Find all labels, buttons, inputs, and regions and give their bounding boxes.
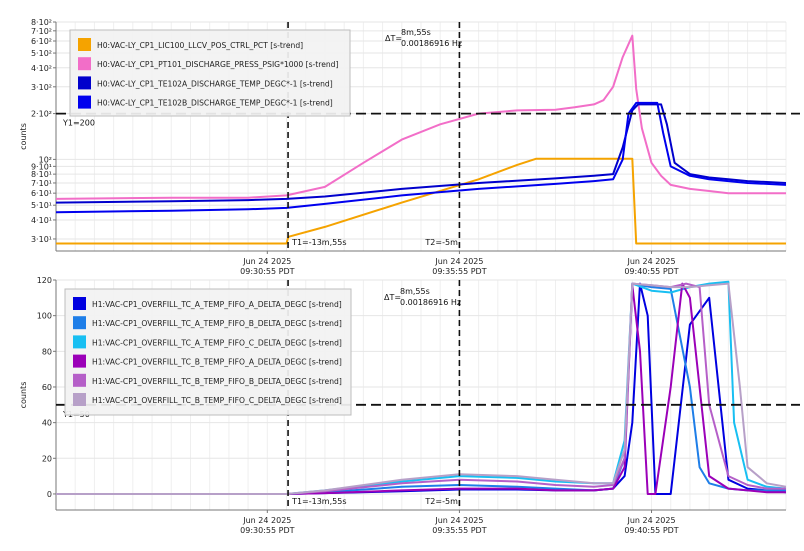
legend-swatch[interactable] bbox=[78, 76, 91, 90]
legend-entry-label: H0:VAC-LY_CP1_PT101_DISCHARGE_PRESS_PSIG… bbox=[97, 60, 339, 69]
cursor-y1-label: Y1=200 bbox=[62, 119, 95, 128]
series-line-6 bbox=[56, 282, 786, 495]
y-tick-label: 6·10¹ bbox=[31, 189, 52, 198]
y-tick-label: 60 bbox=[42, 383, 52, 392]
legend-box bbox=[64, 288, 352, 416]
delta-t-value: 8m,55s bbox=[400, 287, 430, 296]
x-tick-label-time: 09:30:55 PDT bbox=[240, 267, 294, 276]
x-tick-label-time: 09:40:55 PDT bbox=[624, 526, 678, 535]
delta-frequency-value: 0.00186916 Hz bbox=[400, 298, 461, 307]
y-tick-label: 3·10¹ bbox=[31, 235, 52, 244]
legend: H1:VAC-CP1_OVERFILL_TC_A_TEMP_FIFO_A_DEL… bbox=[64, 288, 352, 416]
x-tick-label-date: Jun 24 2025 bbox=[626, 516, 675, 525]
y-tick-label: 7·10² bbox=[31, 27, 52, 36]
x-tick-label-time: 09:30:55 PDT bbox=[240, 526, 294, 535]
legend-box bbox=[69, 29, 351, 117]
y-tick-label: 5·10¹ bbox=[31, 201, 52, 210]
legend-entry-label: H0:VAC-LY_CP1_LIC100_LLCV_POS_CTRL_PCT [… bbox=[97, 41, 303, 50]
y-tick-label: 8·10² bbox=[31, 18, 52, 27]
cursor-t1-label: T1=-13m,55s bbox=[291, 497, 346, 506]
x-tick-label-time: 09:35:55 PDT bbox=[432, 267, 486, 276]
x-tick-label-date: Jun 24 2025 bbox=[626, 257, 675, 266]
delta-t-prefix: ΔT= bbox=[385, 34, 402, 43]
y-tick-label: 6·10² bbox=[31, 37, 52, 46]
legend-swatch[interactable] bbox=[73, 393, 86, 406]
y-tick-label: 10² bbox=[39, 155, 52, 164]
y-tick-label: 9·10¹ bbox=[31, 162, 52, 171]
cursor-t1-label: T1=-13m,55s bbox=[291, 238, 346, 247]
series-layer bbox=[56, 280, 786, 495]
y-tick-label: 120 bbox=[37, 276, 52, 285]
y-tick-label: 3·10² bbox=[31, 83, 52, 92]
legend-swatch[interactable] bbox=[73, 354, 86, 368]
x-tick-label-date: Jun 24 2025 bbox=[242, 516, 291, 525]
y-tick-label: 4·10¹ bbox=[31, 216, 52, 225]
legend-swatch[interactable] bbox=[78, 38, 91, 51]
y-tick-label: 4·10² bbox=[31, 64, 52, 73]
delta-t-value: 8m,55s bbox=[401, 28, 431, 37]
y-axis-label: counts bbox=[19, 382, 28, 409]
legend-entry-label: H0:VAC-LY_CP1_TE102B_DISCHARGE_TEMP_DEGC… bbox=[97, 99, 333, 108]
y-tick-label: 80 bbox=[42, 347, 52, 356]
delta-t-prefix: ΔT= bbox=[384, 293, 401, 302]
legend-entry-label: H1:VAC-CP1_OVERFILL_TC_A_TEMP_FIFO_B_DEL… bbox=[92, 319, 342, 328]
y-tick-label: 7·10¹ bbox=[31, 179, 52, 188]
legend-entry-label: H1:VAC-CP1_OVERFILL_TC_A_TEMP_FIFO_A_DEL… bbox=[92, 300, 342, 309]
series-line-4 bbox=[56, 282, 786, 495]
legend-swatch[interactable] bbox=[78, 57, 91, 71]
series-line-2 bbox=[56, 34, 786, 200]
legend-swatch[interactable] bbox=[73, 316, 86, 330]
legend-entry-label: H1:VAC-CP1_OVERFILL_TC_B_TEMP_FIFO_B_DEL… bbox=[92, 377, 342, 386]
y-tick-label: 8·10¹ bbox=[31, 170, 52, 179]
cursor-t2-label: T2=-5m bbox=[424, 497, 458, 506]
x-tick-label-date: Jun 24 2025 bbox=[434, 257, 483, 266]
y-axis-label: counts bbox=[19, 123, 28, 150]
y-tick-label: 5·10² bbox=[31, 49, 52, 58]
legend-entry-label: H1:VAC-CP1_OVERFILL_TC_B_TEMP_FIFO_A_DEL… bbox=[92, 358, 342, 367]
legend-swatch[interactable] bbox=[78, 95, 91, 109]
x-tick-label-time: 09:35:55 PDT bbox=[432, 526, 486, 535]
legend-swatch[interactable] bbox=[73, 297, 86, 310]
delta-frequency-value: 0.00186916 Hz bbox=[401, 39, 462, 48]
cursor-t2-label: T2=-5m bbox=[424, 238, 458, 247]
legend-swatch[interactable] bbox=[73, 373, 86, 387]
y-tick-label: 2·10² bbox=[31, 110, 52, 119]
y-tick-label: 100 bbox=[37, 312, 52, 321]
legend-swatch[interactable] bbox=[73, 335, 86, 349]
x-tick-label-date: Jun 24 2025 bbox=[434, 516, 483, 525]
x-tick-label-date: Jun 24 2025 bbox=[242, 257, 291, 266]
y-tick-label: 20 bbox=[42, 454, 52, 463]
series-line-3 bbox=[56, 103, 786, 204]
legend-entry-label: H1:VAC-CP1_OVERFILL_TC_A_TEMP_FIFO_C_DEL… bbox=[92, 338, 342, 347]
legend: H0:VAC-LY_CP1_LIC100_LLCV_POS_CTRL_PCT [… bbox=[69, 29, 351, 117]
series-line-1 bbox=[56, 157, 786, 245]
x-tick-label-time: 09:40:55 PDT bbox=[624, 267, 678, 276]
legend-entry-label: H0:VAC-LY_CP1_TE102A_DISCHARGE_TEMP_DEGC… bbox=[97, 79, 333, 88]
legend-entry-label: H1:VAC-CP1_OVERFILL_TC_B_TEMP_FIFO_C_DEL… bbox=[92, 396, 342, 405]
y-tick-label: 40 bbox=[42, 419, 52, 428]
y-tick-label: 0 bbox=[47, 490, 52, 499]
